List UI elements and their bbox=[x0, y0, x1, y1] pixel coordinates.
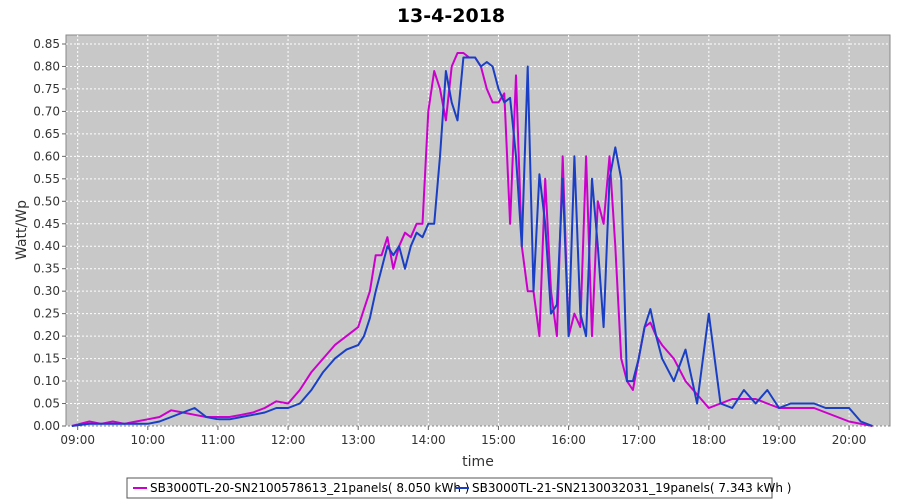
y-tick-label: 0.60 bbox=[33, 149, 60, 163]
y-tick-label: 0.35 bbox=[33, 262, 60, 276]
legend-box bbox=[126, 477, 773, 499]
x-tick-label: 11:00 bbox=[201, 433, 236, 447]
y-axis-ticks: 0.00 0.05 0.10 0.15 0.20 0.25 0.30 0.35 0.40 0.45… bbox=[33, 37, 66, 433]
legend-label-1: SB3000TL-20-SN2100578613_21panels( 8.050… bbox=[150, 481, 469, 495]
y-tick-label: 0.45 bbox=[33, 217, 60, 231]
y-tick-label: 0.50 bbox=[33, 194, 60, 208]
y-tick-label: 0.75 bbox=[33, 82, 60, 96]
series-line-2 bbox=[71, 56, 873, 427]
y-tick-label: 0.05 bbox=[33, 397, 60, 411]
x-tick-label: 20:00 bbox=[832, 433, 867, 447]
chart-title: 13-4-2018 bbox=[397, 5, 505, 27]
grid-lines bbox=[66, 35, 890, 427]
y-tick-label: 0.25 bbox=[33, 307, 60, 321]
x-tick-label: 12:00 bbox=[271, 433, 306, 447]
y-tick-label: 0.40 bbox=[33, 239, 60, 253]
y-tick-label: 0.65 bbox=[33, 127, 60, 141]
y-tick-label: 0.70 bbox=[33, 104, 60, 118]
x-tick-label: 09:00 bbox=[60, 433, 95, 447]
plot-area bbox=[65, 34, 891, 427]
x-tick-label: 14:00 bbox=[411, 433, 446, 447]
x-axis-label: time bbox=[462, 454, 494, 470]
x-tick-label: 19:00 bbox=[762, 433, 797, 447]
legend: SB3000TL-20-SN2100578613_21panels( 8.050… bbox=[133, 481, 791, 495]
y-tick-label: 0.10 bbox=[33, 374, 60, 388]
legend-label-2: SB3000TL-21-SN2130032031_19panels( 7.343… bbox=[472, 481, 791, 495]
series-layer bbox=[71, 52, 873, 427]
x-axis-ticks: 09:00 10:00 11:00 12:00 13:00 14:00 15:00 16:00… bbox=[60, 426, 866, 447]
y-tick-label: 0.30 bbox=[33, 284, 60, 298]
x-tick-label: 10:00 bbox=[131, 433, 166, 447]
x-tick-label: 17:00 bbox=[621, 433, 656, 447]
x-tick-label: 18:00 bbox=[692, 433, 727, 447]
x-tick-label: 16:00 bbox=[551, 433, 586, 447]
y-tick-label: 0.00 bbox=[33, 419, 60, 433]
y-tick-label: 0.80 bbox=[33, 59, 60, 73]
y-axis-label: Watt/Wp bbox=[14, 200, 30, 260]
y-tick-label: 0.55 bbox=[33, 172, 60, 186]
series-line-1 bbox=[71, 52, 873, 427]
y-tick-label: 0.20 bbox=[33, 329, 60, 343]
y-tick-label: 0.15 bbox=[33, 352, 60, 366]
y-tick-label: 0.85 bbox=[33, 37, 60, 51]
x-tick-label: 13:00 bbox=[341, 433, 376, 447]
x-tick-label: 15:00 bbox=[481, 433, 516, 447]
